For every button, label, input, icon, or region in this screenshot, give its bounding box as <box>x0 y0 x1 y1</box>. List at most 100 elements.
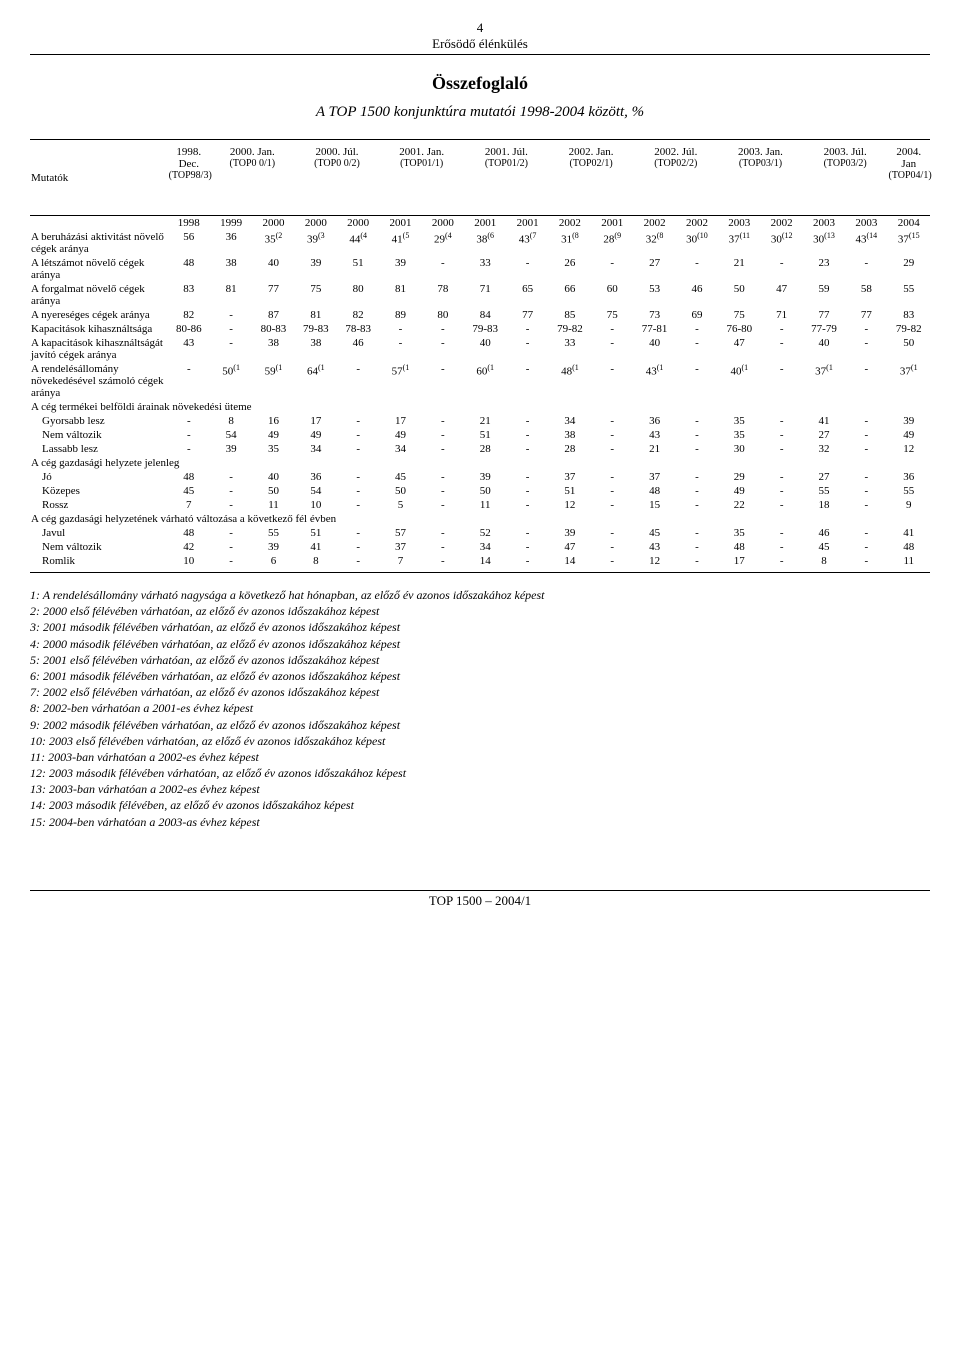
data-cell: - <box>845 526 887 540</box>
data-cell: - <box>760 362 802 400</box>
data-cell: 56 <box>168 230 210 256</box>
data-cell: - <box>168 414 210 428</box>
data-cell: 12 <box>633 554 675 568</box>
table-row: Rossz7-1110-5-11-12-15-22-18-9 <box>30 498 930 512</box>
data-cell: 37(15 <box>888 230 930 256</box>
data-cell: - <box>337 414 379 428</box>
data-cell: 50(1 <box>210 362 252 400</box>
year-cell: 1999 <box>210 216 252 231</box>
year-cell: 2001 <box>379 216 421 231</box>
data-cell: 17 <box>718 554 760 568</box>
data-cell: 43 <box>633 428 675 442</box>
data-cell: - <box>210 554 252 568</box>
column-header: 2000. Júl.(TOP0 0/2) <box>295 140 380 216</box>
data-cell: 50 <box>464 484 506 498</box>
data-cell: 78 <box>422 282 464 308</box>
data-cell: 41 <box>295 540 337 554</box>
data-cell: 65 <box>506 282 548 308</box>
running-header: Erősödő élénkülés <box>30 36 930 55</box>
data-cell: 37(11 <box>718 230 760 256</box>
row-label: A beruházási aktivitást növelő cégek ará… <box>30 230 168 256</box>
data-cell: - <box>760 256 802 282</box>
data-cell: - <box>506 470 548 484</box>
data-cell: 40 <box>633 336 675 362</box>
data-cell: - <box>168 442 210 456</box>
data-cell: 27 <box>803 470 845 484</box>
data-cell: 44(4 <box>337 230 379 256</box>
data-cell: 48 <box>168 526 210 540</box>
data-cell: 87 <box>252 308 294 322</box>
data-cell: 8 <box>295 554 337 568</box>
data-cell: 82 <box>168 308 210 322</box>
footnote-line: 11: 2003-ban várhatóan a 2002-es évhez k… <box>30 749 930 765</box>
data-cell: 77-81 <box>633 322 675 336</box>
data-cell: - <box>760 470 802 484</box>
section-header-row: A cég gazdasági helyzetének várható vált… <box>30 512 930 526</box>
data-cell: - <box>337 484 379 498</box>
data-cell: 69 <box>676 308 718 322</box>
data-cell: 47 <box>760 282 802 308</box>
data-cell: - <box>676 336 718 362</box>
table-row: Lassabb lesz-393534-34-28-28-21-30-32-12 <box>30 442 930 456</box>
data-cell: 79-82 <box>549 322 591 336</box>
data-cell: 76-80 <box>718 322 760 336</box>
data-cell: - <box>676 362 718 400</box>
row-label: Jó <box>30 470 168 484</box>
year-cell: 2004 <box>888 216 930 231</box>
year-cell: 2002 <box>633 216 675 231</box>
data-cell: 16 <box>252 414 294 428</box>
data-cell: - <box>760 498 802 512</box>
data-cell: 41(5 <box>379 230 421 256</box>
data-cell: 60(1 <box>464 362 506 400</box>
year-cell: 2002 <box>676 216 718 231</box>
footer: TOP 1500 – 2004/1 <box>30 890 930 909</box>
data-cell: 50 <box>718 282 760 308</box>
data-cell: - <box>760 526 802 540</box>
year-cell: 2002 <box>760 216 802 231</box>
data-cell: 35 <box>252 442 294 456</box>
data-cell: 54 <box>210 428 252 442</box>
table-row: Nem változik42-3941-37-34-47-43-48-45-48 <box>30 540 930 554</box>
year-cell: 2003 <box>718 216 760 231</box>
year-cell: 2001 <box>506 216 548 231</box>
footnote-line: 12: 2003 második félévében várhatóan, az… <box>30 765 930 781</box>
data-cell: - <box>210 336 252 362</box>
data-cell: 57(1 <box>379 362 421 400</box>
data-cell: 79-83 <box>464 322 506 336</box>
section-header-row: A cég termékei belföldi árainak növekedé… <box>30 400 930 414</box>
data-cell: - <box>591 484 633 498</box>
data-cell: - <box>210 540 252 554</box>
data-cell: - <box>591 498 633 512</box>
data-cell: - <box>676 470 718 484</box>
year-cell: 2002 <box>549 216 591 231</box>
year-row: 1998199920002000200020012000200120012002… <box>30 216 930 231</box>
data-cell: - <box>379 322 421 336</box>
data-cell: - <box>210 470 252 484</box>
data-cell: - <box>591 414 633 428</box>
data-cell: - <box>210 484 252 498</box>
data-cell: 77 <box>506 308 548 322</box>
data-cell: 75 <box>295 282 337 308</box>
data-cell: 31(8 <box>549 230 591 256</box>
data-cell: - <box>506 442 548 456</box>
data-cell: - <box>760 442 802 456</box>
data-cell: 39 <box>210 442 252 456</box>
data-cell: 59 <box>803 282 845 308</box>
row-label: Javul <box>30 526 168 540</box>
data-cell: - <box>506 414 548 428</box>
row-label: A nyereséges cégek aránya <box>30 308 168 322</box>
data-cell: - <box>845 498 887 512</box>
data-cell: 43 <box>633 540 675 554</box>
year-cell: 2000 <box>422 216 464 231</box>
data-cell: 81 <box>295 308 337 322</box>
data-cell: 38 <box>252 336 294 362</box>
row-label: Romlik <box>30 554 168 568</box>
data-cell: 34 <box>549 414 591 428</box>
data-cell: 39 <box>379 256 421 282</box>
footnote-line: 4: 2000 második félévében várhatóan, az … <box>30 636 930 652</box>
table-row: A rendelésállomány növekedésével számoló… <box>30 362 930 400</box>
data-cell: 43 <box>168 336 210 362</box>
data-cell: 30(12 <box>760 230 802 256</box>
title: Összefoglaló <box>30 73 930 94</box>
data-cell: 47 <box>549 540 591 554</box>
